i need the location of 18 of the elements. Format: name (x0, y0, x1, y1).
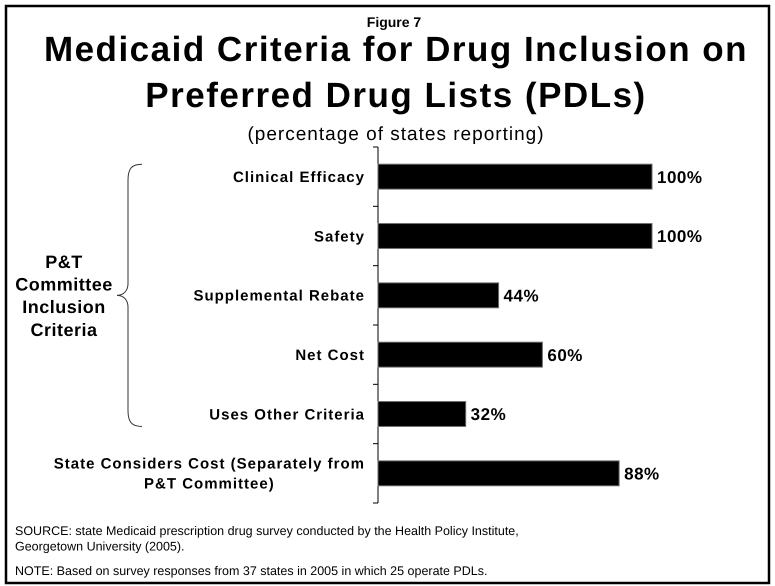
data-label: 88% (624, 464, 660, 484)
y-tick-label: State Considers Cost (Separately from P&T Committee) (54, 456, 366, 493)
chart-subtitle: (percentage of states reporting) (247, 124, 545, 145)
data-label: 100% (657, 227, 702, 246)
y-tick-label: Supplemental Rebate (193, 288, 366, 305)
source-note: SOURCE: state Medicaid prescription drug survey conducted by the Health Policy Institute, Georgetown University (2005). (15, 524, 519, 554)
data-label: 32% (470, 405, 506, 424)
caption: Figure 7 (366, 14, 422, 30)
data-label: 44% (504, 286, 540, 306)
text: NOTE: Based on survey responses from 37 states in 2005 in which 25 operate PDLs. (15, 564, 488, 578)
y-tick-label: Clinical Efficacy (232, 169, 366, 186)
y-tick-label: Safety (314, 228, 366, 246)
data-label: 100% (657, 168, 702, 187)
y-tick-label: Net Cost (295, 347, 365, 364)
chart-title: Medicaid Criteria for Drug Inclusion on Preferred Drug Lists (PDLs) (44, 30, 748, 115)
y-tick-label: Uses Other Criteria (209, 406, 366, 424)
data-label: 60% (547, 346, 583, 365)
text: P&T Committee Inclusion Criteria (15, 252, 113, 340)
